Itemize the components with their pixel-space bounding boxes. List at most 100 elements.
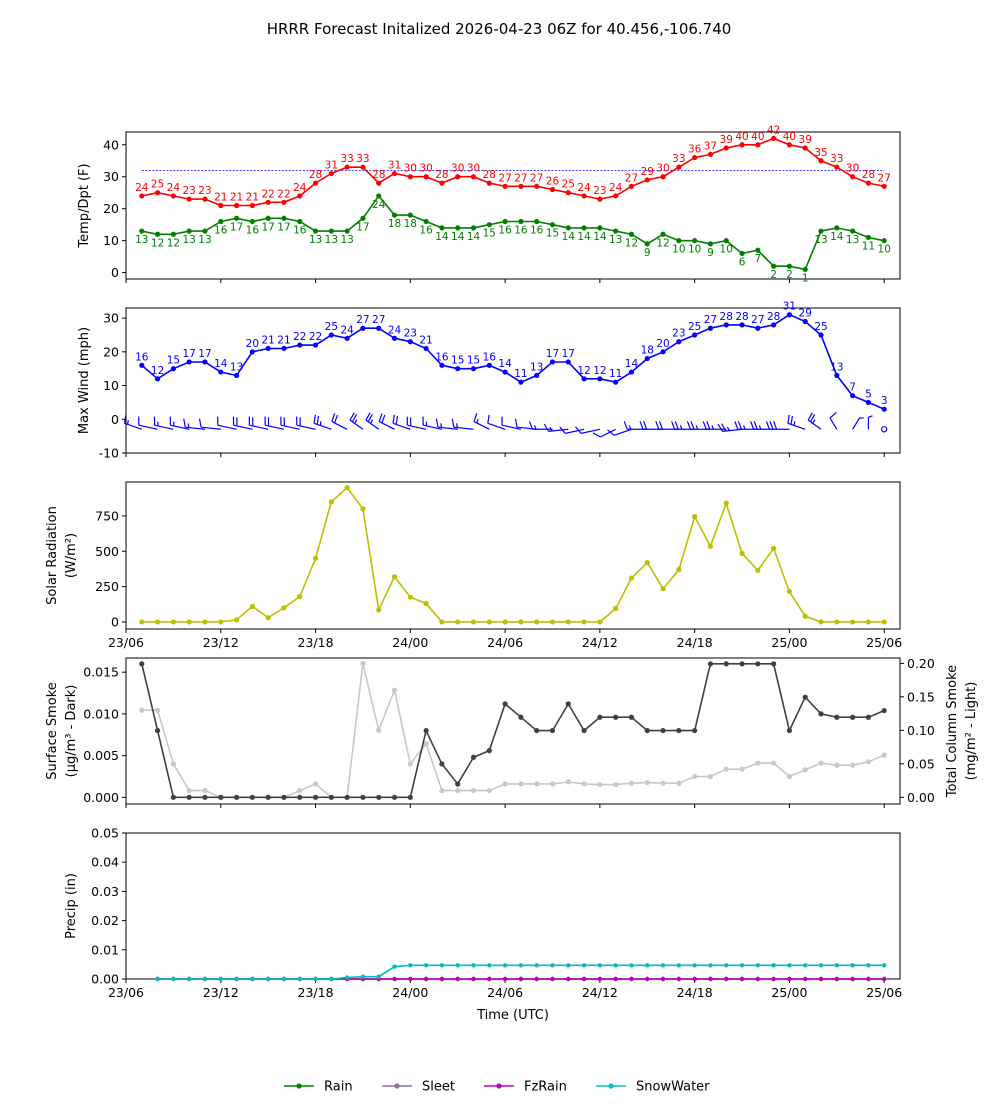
dewpoint-point <box>518 219 523 224</box>
wind-barb <box>452 419 473 429</box>
wind-barb-flag <box>379 414 382 422</box>
undefined-point <box>360 326 365 331</box>
x-tick-label: 23/12 <box>203 635 239 650</box>
plot-area-wind <box>126 308 900 453</box>
smoke-light-point <box>392 688 397 693</box>
precip-snowwater-point <box>234 977 238 981</box>
wind-barb-half <box>188 423 189 427</box>
undefined-point <box>455 366 460 371</box>
wind-barb <box>350 413 363 430</box>
undefined-point <box>803 319 808 324</box>
dewpoint-point <box>534 219 539 224</box>
wind-data-label: 21 <box>419 334 432 346</box>
temp-data-label: 21 <box>230 192 243 204</box>
temp-data-label: 40 <box>751 131 764 143</box>
wind-barb <box>297 417 316 430</box>
temp-point <box>613 193 618 198</box>
dewpoint-data-label: 18 <box>404 218 417 230</box>
dewpoint-data-label: 12 <box>151 237 164 249</box>
solar-point <box>550 619 555 624</box>
precip-fzrain-point <box>819 977 823 981</box>
solar-point <box>755 568 760 573</box>
dewpoint-data-label: 15 <box>546 228 559 240</box>
smoke-light-line <box>142 663 884 797</box>
smoke-light-point <box>171 761 176 766</box>
dewpoint-point <box>660 232 665 237</box>
temp-data-label: 21 <box>214 192 227 204</box>
precip-snowwater-point <box>756 963 760 967</box>
smoke-light-point <box>755 761 760 766</box>
temp-point <box>329 171 334 176</box>
dewpoint-point <box>139 228 144 233</box>
dewpoint-point <box>882 238 887 243</box>
precip-snowwater-point <box>266 977 270 981</box>
dewpoint-point <box>250 219 255 224</box>
smoke-light-point <box>708 774 713 779</box>
wind-barb-flag <box>452 419 454 427</box>
dewpoint-point <box>581 225 586 230</box>
wind-barb-half <box>813 420 815 424</box>
temp-data-label: 28 <box>483 169 496 181</box>
x-tick-label: 24/00 <box>392 985 428 1000</box>
wind-barb <box>529 421 552 429</box>
dewpoint-point <box>218 219 223 224</box>
smoke-dark-point <box>676 728 681 733</box>
wind-barb-staff <box>614 429 631 435</box>
smoke-light-point <box>850 763 855 768</box>
wind-barb-flag <box>672 421 675 429</box>
wind-data-label: 17 <box>562 348 575 360</box>
undefined-point <box>471 366 476 371</box>
plot-area-precip <box>126 833 900 979</box>
dewpoint-point <box>708 241 713 246</box>
smoke-dark-point <box>439 761 444 766</box>
precip-fzrain-point <box>756 977 760 981</box>
x-tick-label: 25/00 <box>771 985 807 1000</box>
smoke-light-point <box>818 761 823 766</box>
solar-point <box>139 619 144 624</box>
wind-data-label: 12 <box>577 365 590 377</box>
wind-data-label: 18 <box>641 345 654 357</box>
temp-data-label: 30 <box>846 163 859 175</box>
wind-barb-flag <box>722 424 726 431</box>
smoke-dark-point <box>218 795 223 800</box>
smoke-light-point <box>597 782 602 787</box>
wind-barb <box>788 415 805 429</box>
solar-point <box>202 619 207 624</box>
dewpoint-data-label: 13 <box>325 234 338 246</box>
x-tick-label: 24/06 <box>487 985 523 1000</box>
dewpoint-point <box>771 264 776 269</box>
legend-swatch-marker <box>394 1083 399 1088</box>
wind-barb-flag <box>184 419 186 427</box>
figure-title: HRRR Forecast Initalized 2026-04-23 06Z … <box>267 20 732 38</box>
temp-data-label: 42 <box>767 124 780 136</box>
y-axis-unit: (W/m²) <box>64 533 79 578</box>
wind-barb-flag <box>751 421 754 429</box>
precip-snowwater-point <box>440 963 444 967</box>
wind-barb-flag <box>436 419 438 427</box>
precip-snowwater-point <box>282 977 286 981</box>
temp-data-label: 40 <box>783 131 796 143</box>
smoke-light-point <box>455 788 460 793</box>
temp-point <box>471 174 476 179</box>
wind-barb <box>830 412 837 429</box>
wind-data-label: 14 <box>214 358 228 370</box>
smoke-dark-point <box>803 695 808 700</box>
wind-barb-flag <box>332 414 335 422</box>
wind-barb-flag <box>474 414 477 422</box>
wind-barb-flag <box>593 433 600 437</box>
solar-point <box>360 506 365 511</box>
undefined-point <box>755 326 760 331</box>
y-tick-label: 10 <box>103 233 119 248</box>
solar-point <box>313 556 318 561</box>
undefined-point <box>692 332 697 337</box>
temp-point <box>376 181 381 186</box>
temp-point <box>313 181 318 186</box>
solar-point <box>660 586 665 591</box>
solar-point <box>155 619 160 624</box>
dewpoint-data-label: 24 <box>372 199 386 211</box>
temp-point <box>787 142 792 147</box>
smoke-dark-point <box>866 715 871 720</box>
smoke-dark-point <box>487 748 492 753</box>
undefined-point <box>266 346 271 351</box>
wind-data-label: 27 <box>356 314 369 326</box>
